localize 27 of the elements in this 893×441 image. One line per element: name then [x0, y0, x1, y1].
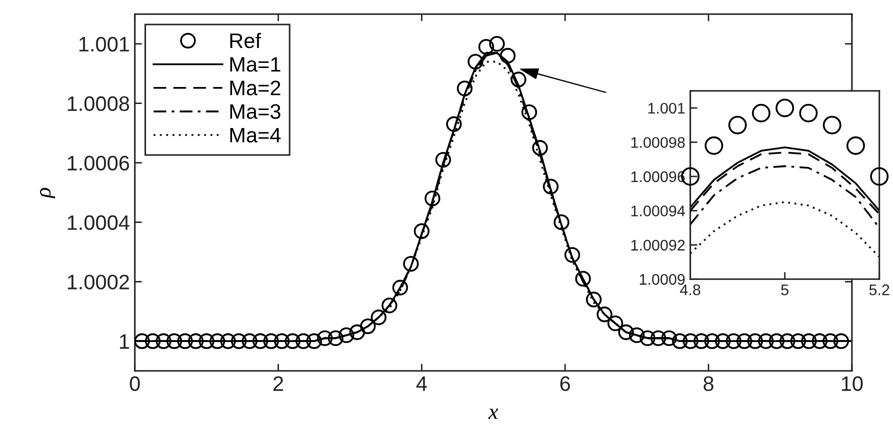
y-tick-label: 1.00092 — [631, 240, 685, 251]
x-tick-label: 2 — [274, 376, 284, 391]
y-tick-label: 1.0004 — [68, 215, 130, 230]
x-tick-label: 0 — [130, 376, 140, 392]
legend-label: Ma=4 — [230, 128, 281, 143]
y-tick-label: 1.0008 — [68, 96, 130, 112]
legend-label: Ma=3 — [230, 104, 280, 119]
y-tick-label: 1.0002 — [68, 274, 129, 290]
x-tick-label: 6 — [560, 376, 570, 392]
y-axis-title: ρ — [40, 188, 56, 198]
legend-label: Ma=1 — [230, 57, 280, 72]
x-tick-label: 5 — [781, 284, 788, 296]
y-tick-label: 1.0006 — [68, 156, 130, 171]
y-tick-label: 1.001 — [648, 102, 685, 114]
legend-label: Ma=2 — [230, 80, 280, 96]
y-tick-label: 1.0009 — [640, 274, 685, 285]
x-tick-label: 10 — [842, 376, 863, 392]
x-tick-label: 8 — [704, 376, 714, 392]
legend-label: Ref — [230, 32, 262, 48]
x-tick-label: 4 — [416, 376, 427, 391]
y-tick-label: 1.00094 — [631, 206, 685, 216]
y-tick-label: 1.001 — [79, 36, 129, 52]
y-tick-label: 1.00098 — [631, 137, 685, 148]
x-axis-title: x — [488, 408, 498, 419]
x-tick-label: 5.2 — [869, 284, 890, 296]
x-tick-label: 4.8 — [680, 284, 700, 296]
y-tick-label: 1 — [120, 334, 129, 349]
